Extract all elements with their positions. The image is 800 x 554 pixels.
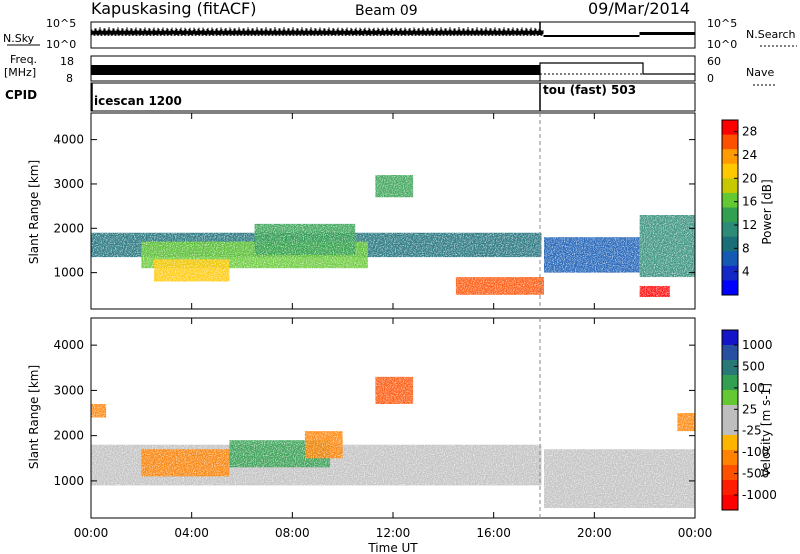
y-tick-label: 4000 — [53, 338, 84, 352]
station-title: Kapuskasing (fitACF) — [91, 0, 256, 18]
power-panel-data — [91, 113, 695, 309]
noise-right-tick-bottom: 10^0 — [707, 38, 737, 51]
velocity-colorbar-ticks: 1000 500 100 25 -25 -100 -500 -1000 — [734, 338, 777, 502]
y-tick-label: 1000 — [53, 266, 84, 280]
freq-trace — [91, 65, 540, 75]
colorbar-tick-label: 8 — [742, 241, 750, 255]
velocity-colorbar — [721, 329, 739, 511]
x-tick-label: 00:00 — [678, 526, 713, 540]
freq-trace-tou — [539, 62, 695, 81]
nave-tick-top: 60 — [707, 55, 721, 68]
power-colorbar-label: Power [dB] — [760, 179, 774, 244]
colorbar-tick-label: 25 — [742, 402, 757, 416]
colorbar-tick-label: -25 — [742, 424, 762, 438]
noise-left-label: N.Sky — [3, 32, 35, 45]
cpid-label: CPID — [5, 88, 37, 102]
cpid-mode-tou: tou (fast) 503 — [543, 83, 636, 97]
y-tick-label: 2000 — [53, 429, 84, 443]
noise-left-tick-top: 10^5 — [46, 17, 76, 30]
colorbar-tick-label: 1000 — [742, 338, 773, 352]
colorbar-segment — [722, 480, 738, 496]
nave-tick-bottom: 0 — [707, 72, 714, 85]
colorbar-segment — [722, 192, 738, 208]
colorbar-segment — [722, 149, 738, 165]
colorbar-tick-label: -1000 — [742, 488, 777, 502]
colorbar-segment — [722, 222, 738, 238]
colorbar-tick-label: 24 — [742, 148, 757, 162]
time-axis-label: Time UT — [367, 541, 418, 554]
y-tick-label: 2000 — [53, 221, 84, 235]
colorbar-segment — [722, 120, 738, 136]
colorbar-tick-label: 100 — [742, 381, 765, 395]
beam-title: Beam 09 — [355, 3, 418, 19]
colorbar-frame — [721, 329, 739, 511]
freq-label: Freq. — [10, 53, 37, 66]
y-tick-label: 1000 — [53, 474, 84, 488]
colorbar-segment — [722, 375, 738, 391]
colorbar-segment — [722, 207, 738, 223]
colorbar-tick-label: -500 — [742, 467, 769, 481]
colorbar-tick-label: 16 — [742, 195, 757, 209]
noise-trace — [90, 22, 695, 37]
colorbar-segment — [722, 280, 738, 296]
colorbar-segment — [722, 345, 738, 361]
x-tick-label: 20:00 — [577, 526, 612, 540]
colorbar-tick-label: 500 — [742, 359, 765, 373]
power-colorbar-ticks: 28 24 20 16 12 8 4 — [734, 125, 757, 279]
y-tick-label: 4000 — [53, 133, 84, 147]
velocity-y-ticks: 4000 3000 2000 1000 — [53, 338, 695, 488]
freq-tick-top: 18 — [60, 55, 74, 68]
colorbar-segment — [722, 134, 738, 150]
time-axis-ticks: 00:00 04:00 08:00 12:00 16:00 20:00 00:00 — [74, 113, 713, 540]
freq-tick-bottom: 8 — [66, 72, 73, 85]
colorbar-segment — [722, 450, 738, 466]
colorbar-frame — [721, 119, 739, 296]
colorbar-tick-label: 20 — [742, 171, 757, 185]
date-title: 09/Mar/2014 — [588, 0, 690, 18]
noise-right-label: N.Search — [746, 28, 796, 41]
x-tick-label: 04:00 — [174, 526, 209, 540]
y-tick-label: 3000 — [53, 177, 84, 191]
cpid-panel-frame — [90, 82, 696, 112]
colorbar-segment — [722, 405, 738, 421]
colorbar-segment — [722, 236, 738, 252]
power-y-ticks: 4000 3000 2000 1000 — [53, 133, 695, 280]
colorbar-segment — [722, 435, 738, 451]
colorbar-tick-label: 12 — [742, 218, 757, 232]
x-tick-label: 12:00 — [376, 526, 411, 540]
noise-left-tick-bottom: 10^0 — [46, 38, 76, 51]
colorbar-segment — [722, 465, 738, 481]
noise-right-tick-top: 10^5 — [707, 17, 737, 30]
colorbar-tick-label: 4 — [742, 265, 750, 279]
colorbar-segment — [722, 265, 738, 281]
velocity-y-label: Slant Range [km] — [27, 365, 41, 469]
colorbar-segment — [722, 178, 738, 194]
cpid-mode-icescan: icescan 1200 — [94, 94, 182, 108]
power-colorbar — [721, 119, 739, 296]
colorbar-tick-label: -100 — [742, 445, 769, 459]
colorbar-segment — [722, 390, 738, 406]
x-tick-label: 00:00 — [74, 526, 109, 540]
colorbar-segment — [722, 163, 738, 179]
velocity-panel-data — [91, 318, 695, 518]
power-speckle-mask — [91, 113, 695, 309]
freq-unit-label: [MHz] — [4, 66, 36, 79]
colorbar-segment — [722, 251, 738, 267]
y-tick-label: 3000 — [53, 383, 84, 397]
colorbar-tick-label: 28 — [742, 125, 757, 139]
colorbar-segment — [722, 495, 738, 511]
velocity-colorbar-label: Velocity [m s-1] — [759, 383, 773, 477]
velocity-speckle-mask — [91, 318, 695, 518]
power-y-label: Slant Range [km] — [27, 160, 41, 264]
colorbar-segment — [722, 360, 738, 376]
x-tick-label: 16:00 — [476, 526, 511, 540]
nave-label: Nave — [746, 66, 774, 79]
colorbar-segment — [722, 330, 738, 346]
colorbar-segment — [722, 420, 738, 436]
x-tick-label: 08:00 — [275, 526, 310, 540]
